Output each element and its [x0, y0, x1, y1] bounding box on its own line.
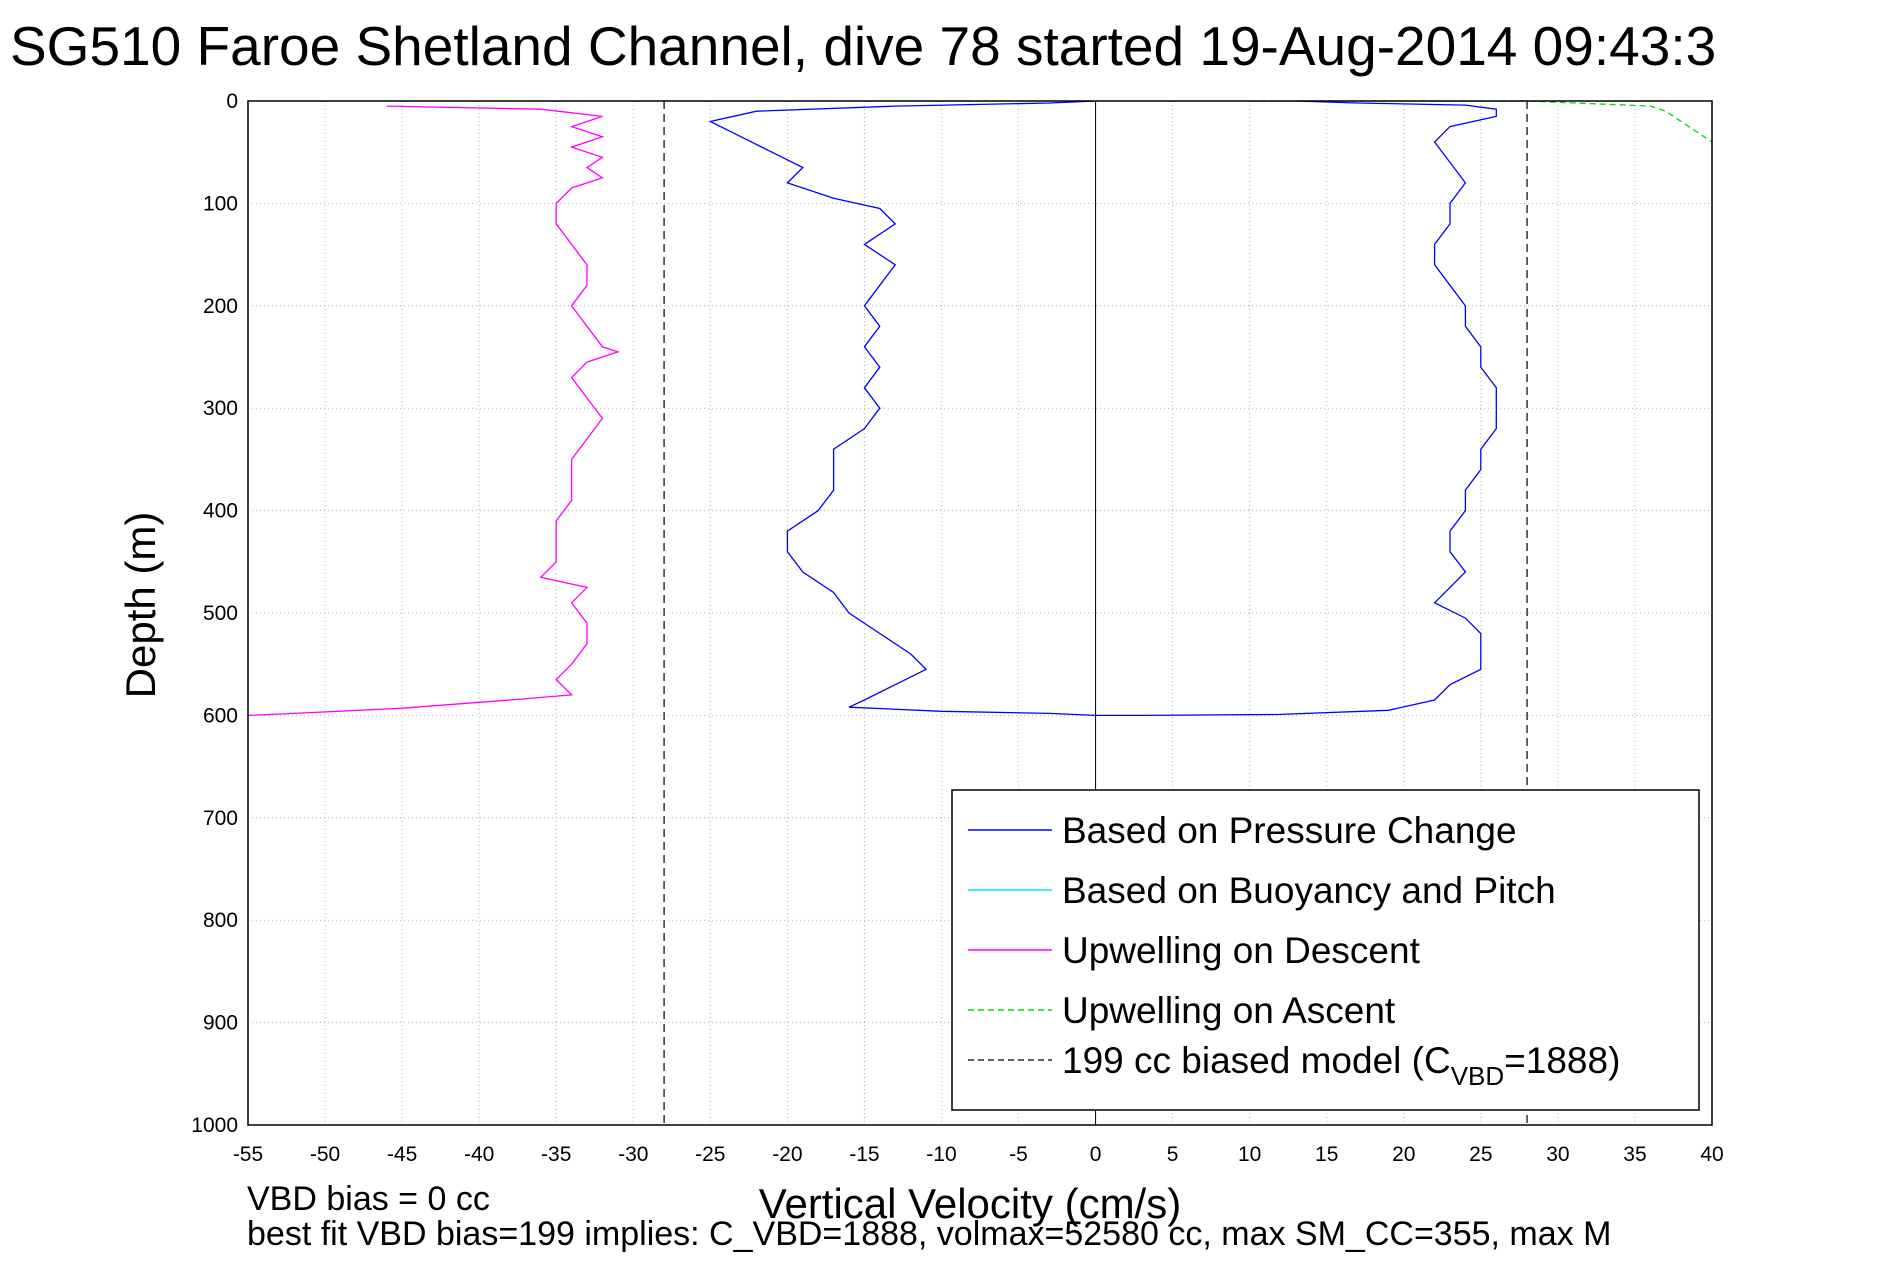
y-tick-label: 800: [203, 909, 238, 932]
legend-label: Upwelling on Descent: [1062, 930, 1421, 971]
x-tick-label: -40: [464, 1143, 494, 1166]
y-tick-label: 500: [203, 602, 238, 625]
x-tick-label: 25: [1469, 1143, 1492, 1166]
x-axis-label: Vertical Velocity (cm/s): [759, 1180, 1181, 1227]
y-tick-label: 0: [226, 90, 238, 113]
biased-model-lines: [663, 101, 1528, 1125]
x-tick-label: -10: [926, 1143, 956, 1166]
y-tick-label: 900: [203, 1012, 238, 1035]
footer-line-1: VBD bias = 0 cc: [247, 1180, 490, 1218]
x-tick-labels: -55 -50 -45 -40 -35 -30 -25 -20 -15 -10 -5 0 5 10 15 20…: [233, 1143, 1724, 1166]
plot-frame: [247, 100, 1713, 1126]
y-axis-label: Depth (m): [117, 512, 164, 699]
x-tick-label: -5: [1009, 1143, 1028, 1166]
x-tick-label: -15: [849, 1143, 879, 1166]
x-tick-label: -35: [541, 1143, 571, 1166]
x-tick-label: -30: [618, 1143, 648, 1166]
y-tick-label: 700: [203, 807, 238, 830]
x-tick-label: 5: [1167, 1143, 1179, 1166]
series-line: [247, 105, 620, 717]
x-tick-label: -20: [772, 1143, 802, 1166]
y-tick-label: 300: [203, 397, 238, 420]
y-tick-label: 200: [203, 295, 238, 318]
y-tick-label: 400: [203, 500, 238, 523]
y-tick-label: 100: [203, 192, 238, 215]
x-tick-label: 40: [1700, 1143, 1723, 1166]
y-tick-labels: 0 100 200 300 400 500 600 700 800 900 1000: [191, 90, 238, 1137]
chart-title: SG510 Faroe Shetland Channel, dive 78 st…: [10, 15, 1716, 77]
x-tick-label: 10: [1238, 1143, 1261, 1166]
footer-line-2: best fit VBD bias=199 implies: C_VBD=188…: [247, 1215, 1611, 1253]
x-tick-label: 35: [1623, 1143, 1646, 1166]
legend-label: Based on Pressure Change: [1062, 810, 1517, 851]
x-tick-label: 20: [1392, 1143, 1415, 1166]
x-tick-label: -45: [387, 1143, 417, 1166]
y-tick-label: 600: [203, 704, 238, 727]
legend: Based on Pressure Change Based on Buoyanc…: [951, 789, 1700, 1111]
x-tick-label: 15: [1315, 1143, 1338, 1166]
x-tick-label: -55: [233, 1143, 263, 1166]
x-tick-label: 0: [1090, 1143, 1102, 1166]
series-line: [708, 100, 1096, 717]
x-tick-label: 30: [1546, 1143, 1569, 1166]
y-tick-label: 1000: [191, 1114, 238, 1137]
legend-label: 199 cc biased model (CVBD=1888): [1062, 1040, 1620, 1091]
legend-box: [951, 789, 1700, 1111]
legend-label: Based on Buoyancy and Pitch: [1062, 870, 1556, 911]
legend-label: Upwelling on Ascent: [1062, 990, 1396, 1031]
x-tick-label: -50: [310, 1143, 340, 1166]
series-line: [1095, 100, 1497, 717]
x-tick-label: -25: [695, 1143, 725, 1166]
